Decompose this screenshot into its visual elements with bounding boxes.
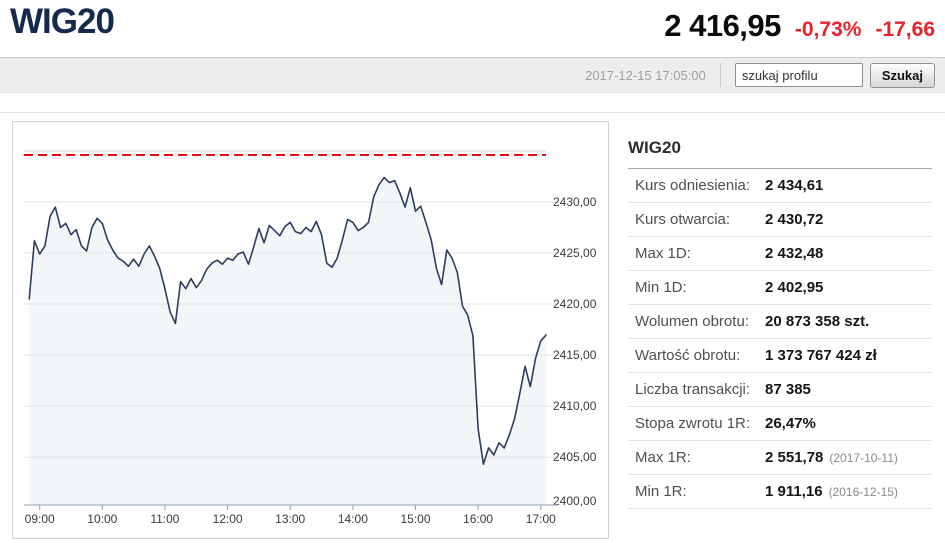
table-row: Max 1D: 2 432,48 xyxy=(628,237,932,271)
info-panel-title: WIG20 xyxy=(628,138,932,169)
svg-text:2415,00: 2415,00 xyxy=(553,348,597,362)
search-button[interactable]: Szukaj xyxy=(869,62,935,88)
row-label: Kurs otwarcia: xyxy=(635,211,731,228)
row-label: Wartość obrotu: xyxy=(635,347,741,364)
table-row: Max 1R: 2 551,78 (2017-10-11) xyxy=(628,441,932,475)
row-value-date: (2017-10-11) xyxy=(829,450,898,465)
row-value: 26,47% xyxy=(765,415,816,432)
chart-panel: 2430,00 2425,00 2420,00 2415,00 2410,00 2405,… xyxy=(12,121,609,539)
row-label: Max 1R: xyxy=(635,449,691,466)
toolbar-divider xyxy=(719,63,721,87)
row-label: Max 1D: xyxy=(635,245,691,262)
quote-change-absolute: -17,66 xyxy=(875,18,935,41)
row-label: Min 1R: xyxy=(635,483,687,500)
svg-text:2425,00: 2425,00 xyxy=(553,246,597,260)
quote-summary: 2 416,95 -0,73% -17,66 xyxy=(664,8,935,44)
svg-text:2410,00: 2410,00 xyxy=(553,399,597,413)
toolbar: 2017-12-15 17:05:00 Szukaj xyxy=(0,57,945,93)
table-row: Wolumen obrotu: 20 873 358 szt. xyxy=(628,305,932,339)
page-header: WIG20 2 416,95 -0,73% -17,66 xyxy=(0,0,945,57)
svg-text:12:00: 12:00 xyxy=(213,512,243,526)
svg-text:11:00: 11:00 xyxy=(150,512,179,526)
svg-text:2430,00: 2430,00 xyxy=(553,195,597,209)
quote-timestamp: 2017-12-15 17:05:00 xyxy=(585,67,706,83)
row-value: 20 873 358 szt. xyxy=(765,313,870,330)
row-value-date: (2016-12-15) xyxy=(828,484,898,499)
svg-text:13:00: 13:00 xyxy=(275,512,305,526)
table-row: Min 1D: 2 402,95 xyxy=(628,271,932,305)
table-row: Liczba transakcji: 87 385 xyxy=(628,373,932,407)
row-value: 2 430,72 xyxy=(765,211,824,228)
svg-text:10:00: 10:00 xyxy=(87,512,117,526)
row-label: Liczba transakcji: xyxy=(635,381,751,398)
quote-change-percent: -0,73% xyxy=(794,18,862,41)
page-title: WIG20 xyxy=(10,2,115,41)
table-row: Min 1R: 1 911,16 (2016-12-15) xyxy=(628,475,932,509)
row-label: Kurs odniesienia: xyxy=(635,177,751,194)
row-label: Wolumen obrotu: xyxy=(635,313,749,330)
price-chart: 2430,00 2425,00 2420,00 2415,00 2410,00 2405,… xyxy=(24,150,597,526)
svg-text:2405,00: 2405,00 xyxy=(553,450,597,464)
table-row: Kurs otwarcia: 2 430,72 xyxy=(628,203,932,237)
table-row: Wartość obrotu: 1 373 767 424 zł xyxy=(628,339,932,373)
row-value: 87 385 xyxy=(765,381,811,398)
svg-text:17:00: 17:00 xyxy=(526,512,556,526)
table-row: Stopa zwrotu 1R: 26,47% xyxy=(628,407,932,441)
row-value: 2 551,78 xyxy=(765,449,824,466)
search-input[interactable] xyxy=(734,63,863,87)
row-label: Min 1D: xyxy=(635,279,687,296)
svg-text:2420,00: 2420,00 xyxy=(553,297,597,311)
row-value: 2 402,95 xyxy=(765,279,824,296)
svg-text:09:00: 09:00 xyxy=(25,512,55,526)
svg-text:14:00: 14:00 xyxy=(338,512,368,526)
row-value: 2 432,48 xyxy=(765,245,824,262)
row-label: Stopa zwrotu 1R: xyxy=(635,415,751,432)
row-value: 2 434,61 xyxy=(765,177,824,194)
info-panel: WIG20 Kurs odniesienia: 2 434,61 Kurs otwa… xyxy=(610,121,945,509)
info-rows: Kurs odniesienia: 2 434,61 Kurs otwarcia: 2… xyxy=(610,169,945,509)
svg-text:16:00: 16:00 xyxy=(463,512,493,526)
svg-text:15:00: 15:00 xyxy=(400,512,430,526)
quote-price: 2 416,95 xyxy=(664,8,781,43)
content-divider xyxy=(0,112,945,113)
svg-text:2400,00: 2400,00 xyxy=(553,494,597,508)
row-value: 1 911,16 xyxy=(765,483,823,500)
row-value: 1 373 767 424 zł xyxy=(765,347,877,364)
table-row: Kurs odniesienia: 2 434,61 xyxy=(628,169,932,203)
